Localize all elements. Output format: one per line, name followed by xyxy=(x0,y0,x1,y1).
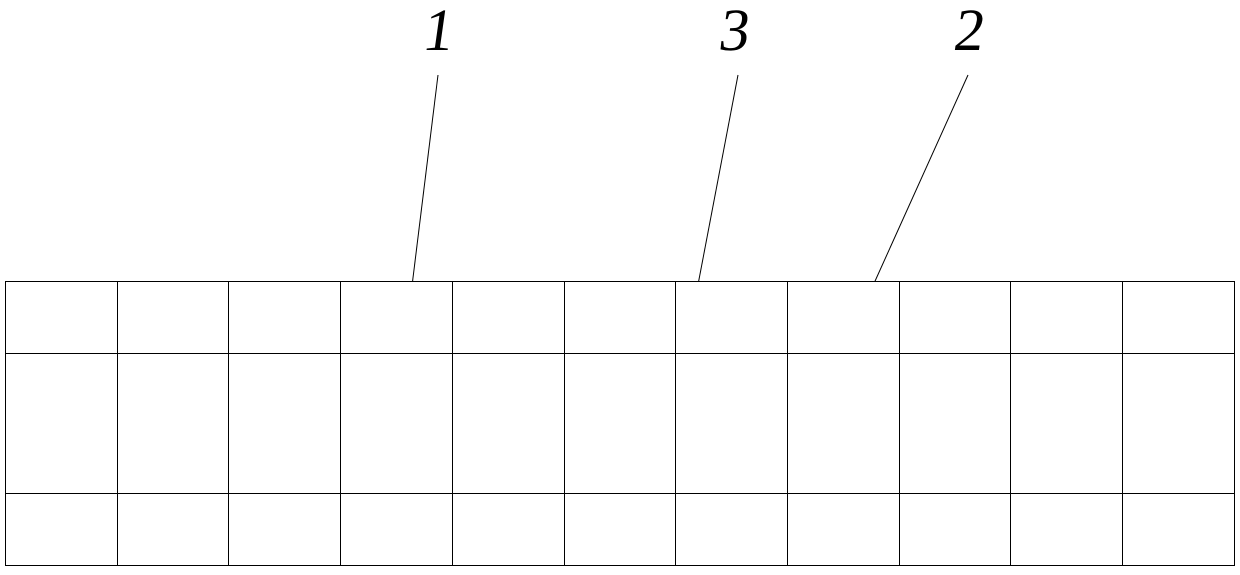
grid-row xyxy=(6,282,1235,354)
grid-row xyxy=(6,494,1235,566)
grid-cell xyxy=(452,354,564,494)
grid-cell xyxy=(229,494,341,566)
grid-cell xyxy=(1011,354,1123,494)
grid-tbody xyxy=(6,282,1235,566)
grid-cell xyxy=(452,282,564,354)
grid-cell xyxy=(6,494,118,566)
grid-table-inner xyxy=(5,281,1235,566)
grid-cell xyxy=(676,354,788,494)
grid-cell xyxy=(788,494,900,566)
grid-table xyxy=(5,281,1235,565)
grid-cell xyxy=(341,494,453,566)
grid-cell xyxy=(676,282,788,354)
grid-row xyxy=(6,354,1235,494)
grid-cell xyxy=(564,354,676,494)
grid-cell xyxy=(117,354,229,494)
grid-cell xyxy=(676,494,788,566)
grid-cell xyxy=(564,494,676,566)
grid-cell xyxy=(341,282,453,354)
grid-cell xyxy=(229,354,341,494)
grid-cell xyxy=(452,494,564,566)
grid-cell xyxy=(564,282,676,354)
grid-cell xyxy=(6,282,118,354)
grid-cell xyxy=(1011,282,1123,354)
grid-cell xyxy=(341,354,453,494)
grid-cell xyxy=(229,282,341,354)
grid-cell xyxy=(899,354,1011,494)
grid-cell xyxy=(1123,494,1235,566)
grid-cell xyxy=(788,282,900,354)
diagram-canvas: 1 3 2 xyxy=(0,0,1240,575)
grid-cell xyxy=(6,354,118,494)
grid-cell xyxy=(1011,494,1123,566)
leader-line-2 xyxy=(862,75,968,310)
grid-cell xyxy=(1123,354,1235,494)
grid-cell xyxy=(117,494,229,566)
grid-cell xyxy=(1123,282,1235,354)
grid-cell xyxy=(117,282,229,354)
grid-cell xyxy=(899,282,1011,354)
grid-cell xyxy=(899,494,1011,566)
grid-cell xyxy=(788,354,900,494)
